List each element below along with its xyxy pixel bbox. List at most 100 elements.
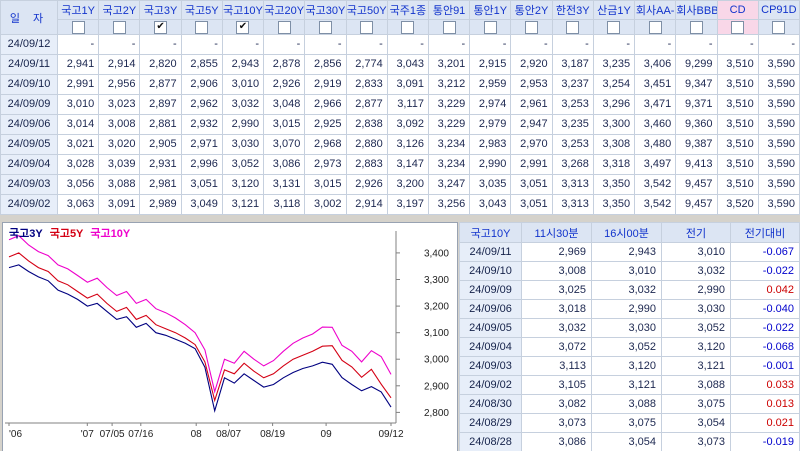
- column-checkbox[interactable]: [525, 20, 539, 34]
- column-header-국고50Y[interactable]: 국고50Y: [345, 0, 388, 20]
- column-checkbox[interactable]: [442, 20, 456, 34]
- column-header-통안91[interactable]: 통안91: [427, 0, 471, 20]
- value-cell: 3,256: [427, 194, 471, 215]
- column-checkbox[interactable]: [318, 20, 332, 34]
- rate-row[interactable]: 24/09/11 2,941 2,914 2,820 2,855 2,943 2,878 2,…: [0, 54, 800, 75]
- rate-row[interactable]: 24/09/04 3,028 3,039 2,931 2,996 3,052 3,086 2,…: [0, 154, 800, 175]
- column-header-통안2Y[interactable]: 통안2Y: [510, 0, 553, 20]
- column-header-국고3Y[interactable]: 국고3Y: [139, 0, 182, 20]
- value-cell: 9,347: [675, 74, 718, 95]
- value-cell: 2,990: [661, 280, 731, 300]
- rate-row[interactable]: 24/09/09 3,010 3,023 2,897 2,962 3,032 3,048 2,…: [0, 94, 800, 115]
- value-cell: -: [551, 34, 594, 55]
- value-cell: -: [757, 34, 800, 55]
- detail-header-0[interactable]: 국고10Y: [459, 222, 522, 243]
- value-cell: 3,471: [634, 94, 677, 115]
- value-cell: 3,590: [757, 134, 800, 155]
- value-cell: 2,926: [263, 74, 306, 95]
- column-checkbox[interactable]: [689, 20, 703, 34]
- column-header-회사AA-[interactable]: 회사AA-: [634, 0, 677, 20]
- detail-row[interactable]: 24/09/03 3,113 3,120 3,121 -0.001: [459, 356, 800, 376]
- detail-row[interactable]: 24/09/05 3,032 3,030 3,052 -0.022: [459, 318, 800, 338]
- yield-chart-panel: 국고3Y 국고5Y 국고10Y 3,400 3,300 3,200 3,100 3,000 2…: [2, 222, 458, 451]
- detail-row[interactable]: 24/08/28 3,086 3,054 3,073 -0.019: [459, 432, 800, 451]
- column-checkbox[interactable]: [112, 20, 126, 34]
- value-cell: 2,973: [304, 154, 347, 175]
- rate-row[interactable]: 24/09/02 3,063 3,091 2,989 3,049 3,121 3,118 3,…: [0, 194, 800, 215]
- value-cell: 3,510: [716, 74, 759, 95]
- value-cell: 3,120: [661, 337, 731, 357]
- value-cell: -: [221, 34, 265, 55]
- svg-text:2,800: 2,800: [424, 408, 449, 419]
- column-header-국고1Y[interactable]: 국고1Y: [56, 0, 100, 20]
- column-checkbox[interactable]: [731, 20, 745, 34]
- value-cell: 3,051: [180, 174, 223, 195]
- value-cell: 3,121: [221, 194, 265, 215]
- date-cell: 24/09/09: [459, 280, 522, 300]
- detail-row[interactable]: 24/09/10 3,008 3,010 3,032 -0.022: [459, 261, 800, 281]
- column-header-국고2Y[interactable]: 국고2Y: [98, 0, 141, 20]
- rate-row[interactable]: 24/09/10 2,991 2,956 2,877 2,906 3,010 2,926 2,…: [0, 74, 800, 95]
- column-checkbox[interactable]: [401, 20, 415, 34]
- column-header-통안1Y[interactable]: 통안1Y: [469, 0, 512, 20]
- column-checkbox[interactable]: ✔: [154, 20, 168, 34]
- value-cell: 2,856: [304, 54, 347, 75]
- column-checkbox[interactable]: [277, 20, 291, 34]
- value-cell: 9,413: [675, 154, 718, 175]
- column-header-CP91D[interactable]: CP91D: [757, 0, 800, 20]
- column-checkbox[interactable]: [195, 20, 209, 34]
- value-cell: 3,018: [521, 299, 592, 319]
- value-cell: 3,120: [591, 356, 662, 376]
- checkbox-cell: [263, 19, 306, 35]
- column-checkbox[interactable]: [566, 20, 580, 34]
- column-checkbox[interactable]: [483, 20, 497, 34]
- detail-row[interactable]: 24/09/02 3,105 3,121 3,088 0.033: [459, 375, 800, 395]
- column-header-산금1Y[interactable]: 산금1Y: [592, 0, 636, 20]
- value-cell: 3,088: [661, 375, 731, 395]
- column-header-국고5Y[interactable]: 국고5Y: [180, 0, 223, 20]
- column-checkbox[interactable]: [648, 20, 662, 34]
- column-header-국고10Y[interactable]: 국고10Y: [221, 0, 265, 20]
- value-cell: 3,121: [661, 356, 731, 376]
- column-header-한전3Y[interactable]: 한전3Y: [551, 0, 594, 20]
- value-cell: 2,953: [510, 74, 553, 95]
- value-cell: 3,073: [521, 413, 592, 433]
- column-checkbox[interactable]: [607, 20, 621, 34]
- column-header-국고30Y[interactable]: 국고30Y: [304, 0, 347, 20]
- value-cell: 3,197: [386, 194, 429, 215]
- value-cell: 2,981: [139, 174, 182, 195]
- value-cell: 3,406: [634, 54, 677, 75]
- value-cell: 2,979: [469, 114, 512, 135]
- rate-row[interactable]: 24/09/12- - - - - - - - - - - - - - - - - -: [0, 34, 800, 55]
- detail-row[interactable]: 24/09/04 3,072 3,052 3,120 -0.068: [459, 337, 800, 357]
- column-header-국고20Y[interactable]: 국고20Y: [263, 0, 306, 20]
- value-cell: 3,032: [591, 280, 662, 300]
- checkbox-cell: [757, 19, 800, 35]
- rate-row[interactable]: 24/09/06 3,014 3,008 2,881 2,932 2,990 3,015 2,…: [0, 114, 800, 135]
- detail-row[interactable]: 24/09/11 2,969 2,943 3,010 -0.067: [459, 242, 800, 262]
- value-cell: 3,073: [661, 432, 731, 451]
- value-cell: 3,120: [221, 174, 265, 195]
- rate-row[interactable]: 24/09/03 3,056 3,088 2,981 3,051 3,120 3,131 3,…: [0, 174, 800, 195]
- value-cell: 3,048: [263, 94, 306, 115]
- value-cell: 3,039: [98, 154, 141, 175]
- column-header-CD[interactable]: CD: [716, 0, 759, 20]
- column-checkbox[interactable]: ✔: [236, 20, 250, 34]
- column-header-회사BBB-[interactable]: 회사BBB-: [675, 0, 718, 20]
- column-checkbox[interactable]: [772, 20, 786, 34]
- detail-row[interactable]: 24/08/30 3,082 3,088 3,075 0.013: [459, 394, 800, 414]
- column-header-국주1종[interactable]: 국주1종: [386, 0, 429, 20]
- change-cell: -0.019: [730, 432, 800, 451]
- value-cell: 3,052: [661, 318, 731, 338]
- detail-row[interactable]: 24/09/06 3,018 2,990 3,030 -0.040: [459, 299, 800, 319]
- detail-row[interactable]: 24/08/29 3,073 3,075 3,054 0.021: [459, 413, 800, 433]
- value-cell: 3,296: [592, 94, 636, 115]
- column-checkbox[interactable]: [360, 20, 374, 34]
- value-cell: 2,932: [180, 114, 223, 135]
- rate-row[interactable]: 24/09/05 3,021 3,020 2,905 2,971 3,030 3,070 2,…: [0, 134, 800, 155]
- svg-text:3,000: 3,000: [424, 355, 449, 366]
- value-cell: 3,308: [592, 134, 636, 155]
- value-cell: 3,063: [56, 194, 100, 215]
- column-checkbox[interactable]: [71, 20, 85, 34]
- detail-row[interactable]: 24/09/09 3,025 3,032 2,990 0.042: [459, 280, 800, 300]
